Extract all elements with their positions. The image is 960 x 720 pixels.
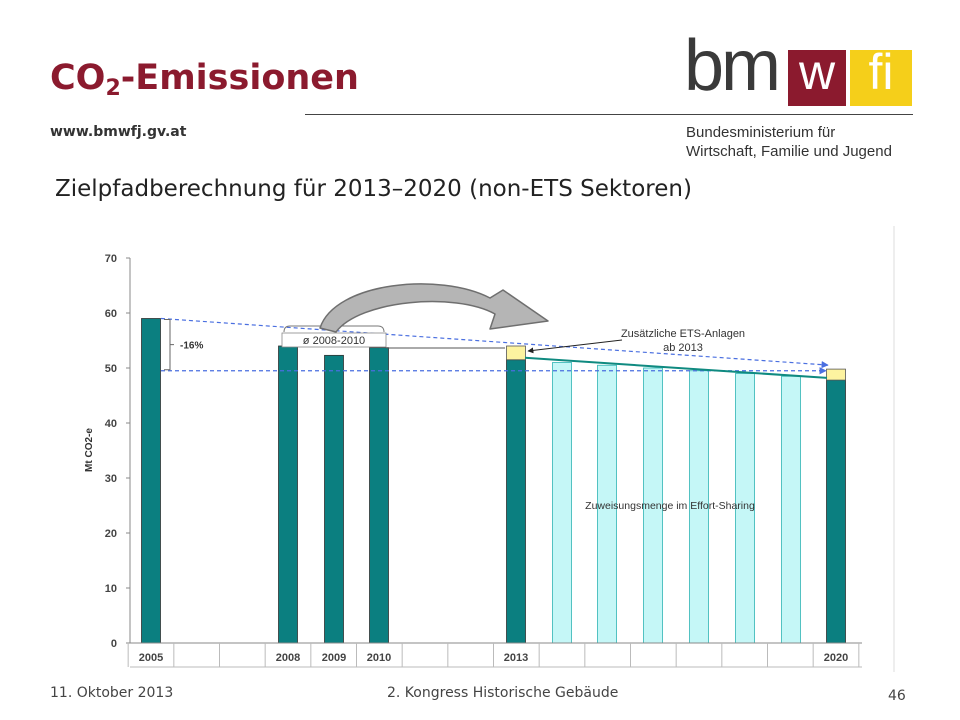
ets-label-line-1: Zusätzliche ETS-Anlagen xyxy=(621,328,745,340)
y-tick-label: 0 xyxy=(111,638,117,650)
y-tick-label: 60 xyxy=(105,308,117,320)
ministry-line-2: Wirtschaft, Familie und Jugend xyxy=(686,143,892,160)
y-tick-label: 30 xyxy=(105,473,117,485)
logo-fi-box: fi xyxy=(850,47,912,106)
reduction-label: -16% xyxy=(180,341,203,352)
average-label: ø 2008-2010 xyxy=(303,335,365,347)
x-tick-label: 2010 xyxy=(367,652,391,664)
y-tick-label: 20 xyxy=(105,528,117,540)
carry-over-arrow xyxy=(319,283,549,333)
y-tick-label: 10 xyxy=(105,583,117,595)
bar-actual xyxy=(324,354,344,644)
x-tick-label: 2013 xyxy=(504,652,528,664)
x-tick-label: 2005 xyxy=(139,652,163,664)
allocation-label: Zuweisungsmenge im Effort-Sharing xyxy=(585,500,755,512)
bmwfj-logo: bm w fi xyxy=(684,30,914,108)
y-tick-label: 40 xyxy=(105,418,117,430)
slide-subtitle: Zielpfadberechnung für 2013–2020 (non-ET… xyxy=(55,176,692,202)
y-tick-label: 50 xyxy=(105,363,117,375)
bar-additional-ets xyxy=(506,345,526,361)
bar-actual xyxy=(141,318,161,644)
bar-actual xyxy=(506,359,526,644)
logo-w-box: w xyxy=(788,47,846,106)
ministry-line-1: Bundesministerium für xyxy=(686,124,836,141)
footer-event: 2. Kongress Historische Gebäude xyxy=(387,685,619,701)
ministry-name: Bundesministerium für Wirtschaft, Famili… xyxy=(686,123,892,161)
x-tick-label: 2009 xyxy=(322,652,346,664)
bar-actual xyxy=(278,345,298,644)
average-label-box xyxy=(281,332,387,348)
title-co: CO xyxy=(50,58,106,98)
bar-allocation xyxy=(781,375,801,644)
reduction-bracket xyxy=(164,319,171,371)
x-tick-label: 2008 xyxy=(276,652,300,664)
bar-actual xyxy=(826,379,846,644)
website-url: www.bmwfj.gv.at xyxy=(50,124,187,140)
ets-leader-line xyxy=(527,339,623,354)
bar-allocation xyxy=(552,362,572,644)
page-number: 46 xyxy=(888,688,906,704)
bar-additional-ets xyxy=(826,368,846,381)
title-subscript-2: 2 xyxy=(105,76,121,101)
title-emissionen: -Emissionen xyxy=(120,58,359,98)
footer-date: 11. Oktober 2013 xyxy=(50,685,174,701)
x-tick-label: 2020 xyxy=(824,652,848,664)
header-divider xyxy=(305,114,913,115)
bar-actual xyxy=(369,347,389,644)
y-tick-label: 70 xyxy=(105,253,117,265)
logo-bm-text: bm xyxy=(684,26,781,106)
ets-label-line-2: ab 2013 xyxy=(663,342,703,354)
y-axis-label: Mt CO2-e xyxy=(84,428,95,472)
allocation-trend-line xyxy=(524,356,828,379)
page-title: CO2-Emissionen xyxy=(50,58,359,101)
